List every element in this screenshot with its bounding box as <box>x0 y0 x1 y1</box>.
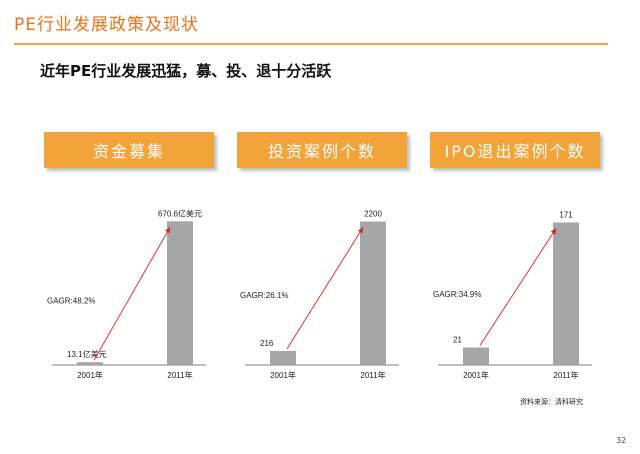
category-label-1: 2001年 <box>463 370 489 380</box>
chart-fundraising: 13.1亿美元 2001年 670.6亿美元 2011年 GAGR:48.2% <box>47 208 206 380</box>
page-number: 32 <box>616 436 627 445</box>
chart-ipo-exits: 21 2001年 171 2011年 GAGR:34.9% <box>433 211 592 380</box>
category-label-2: 2011年 <box>167 370 192 380</box>
slide-subtitle: 近年PE行业发展迅猛，募、投、退十分活跃 <box>40 62 332 80</box>
source-note: 资料来源：清科研究 <box>520 398 583 406</box>
growth-arrow <box>286 227 364 350</box>
bar-value-label-2: 670.6亿美元 <box>158 208 202 218</box>
bar-value-label-2: 2200 <box>364 210 382 219</box>
cagr-annotation: GAGR:48.2% <box>47 297 95 306</box>
bar-value-label-1: 216 <box>260 339 274 348</box>
bar-1 <box>463 347 489 365</box>
bar-2 <box>553 222 579 365</box>
category-label-2: 2011年 <box>360 370 385 380</box>
growth-arrow <box>93 227 171 361</box>
slide-title: PE行业发展政策及现状 <box>14 15 199 35</box>
chart-investments: 216 2001年 2200 2011年 GAGR:26.1% <box>240 210 399 380</box>
bar-2 <box>167 221 193 365</box>
category-label-2: 2011年 <box>553 370 578 380</box>
panel-header-fundraising: 资金募集 <box>44 132 214 168</box>
bar-value-label-1: 21 <box>453 336 462 345</box>
growth-arrow <box>479 228 557 346</box>
bar-1 <box>270 350 296 365</box>
category-label-1: 2001年 <box>270 370 296 380</box>
category-label-1: 2001年 <box>77 370 103 380</box>
panel-header-investments: 投资案例个数 <box>237 132 407 168</box>
cagr-annotation: GAGR:34.9% <box>433 290 481 299</box>
title-divider <box>14 43 608 45</box>
bar-1 <box>77 362 103 365</box>
bar-2 <box>360 221 386 365</box>
panel-header-ipo-exits: IPO退出案例个数 <box>430 132 600 168</box>
bar-value-label-1: 13.1亿美元 <box>67 349 107 359</box>
bar-value-label-2: 171 <box>559 211 573 220</box>
cagr-annotation: GAGR:26.1% <box>240 291 288 300</box>
